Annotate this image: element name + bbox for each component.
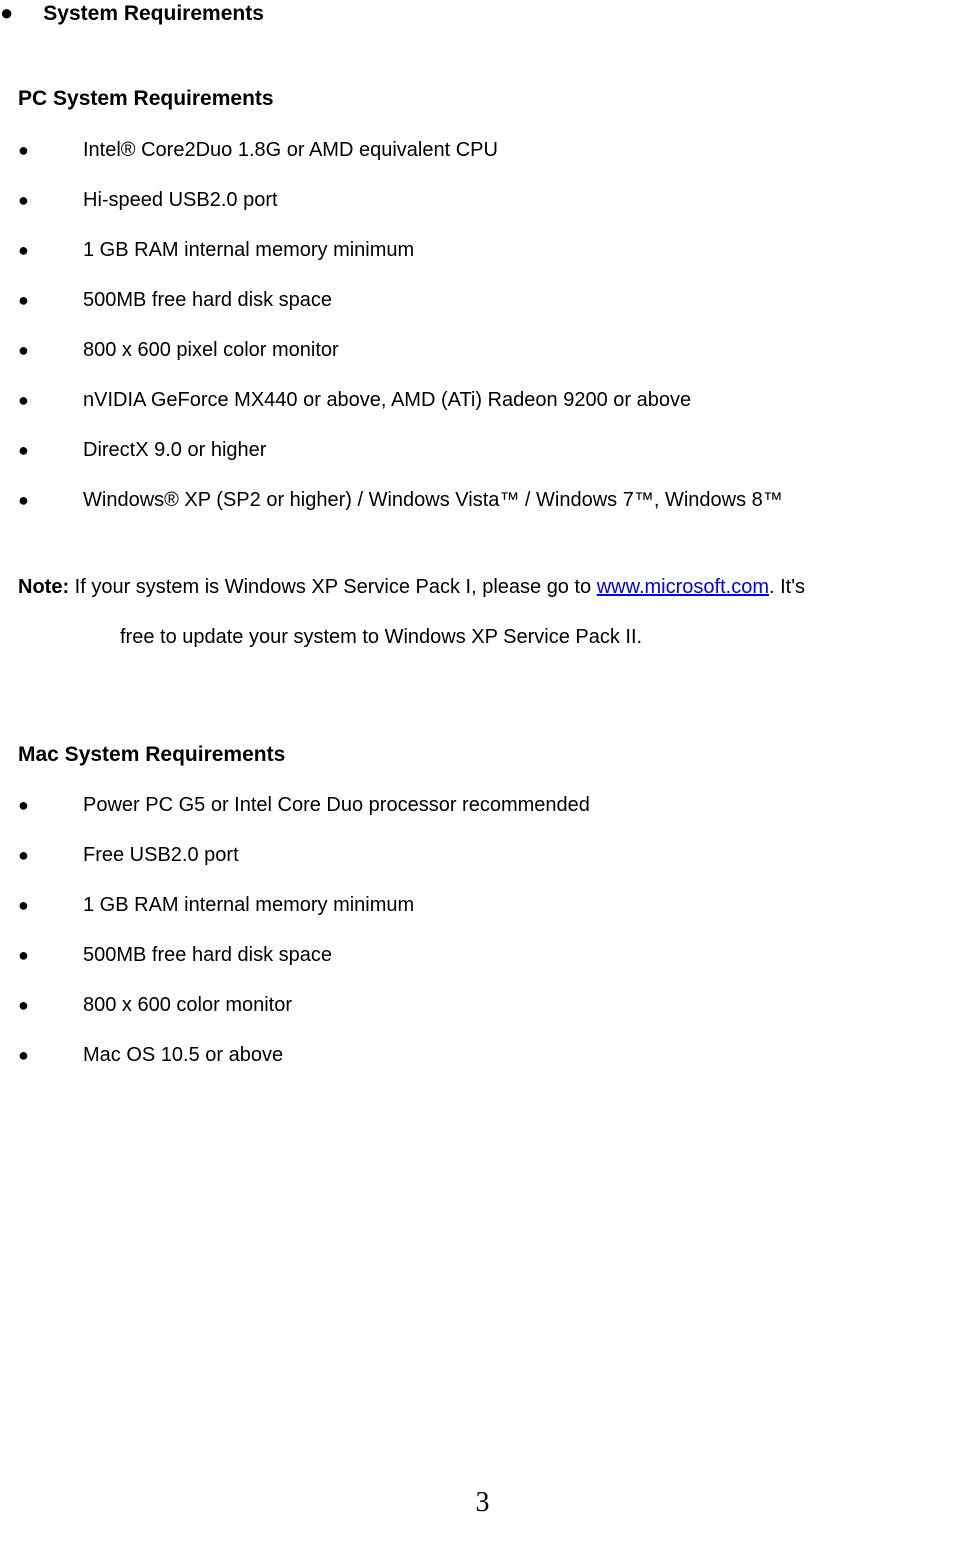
list-item-text: 500MB free hard disk space: [83, 943, 332, 967]
bullet-icon: ●: [18, 795, 83, 817]
section-title: System Requirements: [43, 1, 264, 26]
microsoft-link[interactable]: www.microsoft.com: [597, 576, 769, 598]
page-container: ● System Requirements PC System Requirem…: [0, 0, 965, 1550]
list-item: ● 800 x 600 color monitor: [18, 993, 965, 1017]
bullet-icon: ●: [18, 390, 83, 412]
list-item-text: Power PC G5 or Intel Core Duo processor …: [83, 793, 590, 817]
bullet-icon: ●: [18, 895, 83, 917]
note-text-post: . It's: [769, 576, 805, 598]
list-item-text: Mac OS 10.5 or above: [83, 1043, 283, 1067]
list-item: ● 500MB free hard disk space: [18, 288, 965, 312]
bullet-icon: ●: [18, 995, 83, 1017]
top-section: ● System Requirements: [0, 0, 965, 26]
list-item: ● Mac OS 10.5 or above: [18, 1043, 965, 1067]
pc-requirements-list: ● Intel® Core2Duo 1.8G or AMD equivalent…: [18, 138, 965, 512]
bullet-icon: ●: [18, 945, 83, 967]
list-item-text: Free USB2.0 port: [83, 843, 239, 867]
list-item-text: nVIDIA GeForce MX440 or above, AMD (ATi)…: [83, 388, 691, 412]
bullet-icon: ●: [18, 140, 83, 162]
bullet-icon: ●: [18, 440, 83, 462]
note-block: Note: If your system is Windows XP Servi…: [18, 562, 965, 662]
list-item: ● Hi-speed USB2.0 port: [18, 188, 965, 212]
list-item-text: Intel® Core2Duo 1.8G or AMD equivalent C…: [83, 138, 498, 162]
list-item-text: 1 GB RAM internal memory minimum: [83, 893, 414, 917]
list-item: ● 800 x 600 pixel color monitor: [18, 338, 965, 362]
mac-requirements-list: ● Power PC G5 or Intel Core Duo processo…: [18, 793, 965, 1067]
mac-heading: Mac System Requirements: [18, 742, 965, 767]
top-bullet-icon: ●: [0, 0, 13, 26]
list-item: ● 1 GB RAM internal memory minimum: [18, 238, 965, 262]
list-item-text: Hi-speed USB2.0 port: [83, 188, 278, 212]
list-item: ● Free USB2.0 port: [18, 843, 965, 867]
pc-heading: PC System Requirements: [18, 86, 965, 111]
note-label: Note:: [18, 576, 69, 598]
bullet-icon: ●: [18, 290, 83, 312]
list-item: ● 500MB free hard disk space: [18, 943, 965, 967]
bullet-icon: ●: [18, 340, 83, 362]
list-item-text: 800 x 600 color monitor: [83, 993, 292, 1017]
list-item: ● Intel® Core2Duo 1.8G or AMD equivalent…: [18, 138, 965, 162]
bullet-icon: ●: [18, 240, 83, 262]
list-item-text: DirectX 9.0 or higher: [83, 438, 266, 462]
bullet-icon: ●: [18, 490, 83, 512]
list-item: ● 1 GB RAM internal memory minimum: [18, 893, 965, 917]
list-item: ● nVIDIA GeForce MX440 or above, AMD (AT…: [18, 388, 965, 412]
list-item-text: Windows® XP (SP2 or higher) / Windows Vi…: [83, 488, 783, 512]
list-item-text: 800 x 600 pixel color monitor: [83, 338, 339, 362]
note-text-pre: If your system is Windows XP Service Pac…: [69, 576, 597, 598]
list-item-text: 1 GB RAM internal memory minimum: [83, 238, 414, 262]
bullet-icon: ●: [18, 845, 83, 867]
list-item: ● Power PC G5 or Intel Core Duo processo…: [18, 793, 965, 817]
list-item-text: 500MB free hard disk space: [83, 288, 332, 312]
bullet-icon: ●: [18, 1045, 83, 1067]
list-item: ● DirectX 9.0 or higher: [18, 438, 965, 462]
page-number: 3: [0, 1486, 965, 1520]
note-line2: free to update your system to Windows XP…: [120, 612, 642, 662]
list-item: ● Windows® XP (SP2 or higher) / Windows …: [18, 488, 965, 512]
bullet-icon: ●: [18, 190, 83, 212]
